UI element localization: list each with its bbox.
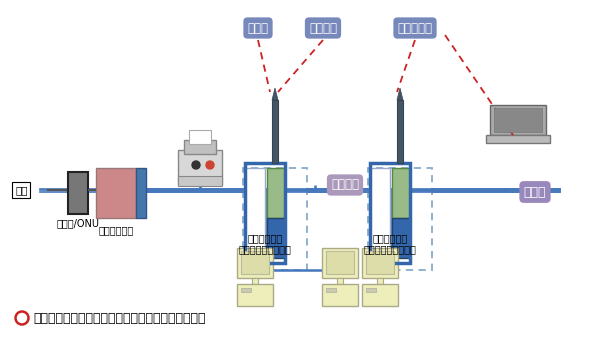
Bar — [178, 176, 222, 186]
Text: 有線ルーター: 有線ルーター — [98, 225, 134, 235]
Polygon shape — [272, 88, 278, 100]
Bar — [366, 288, 376, 292]
Bar — [326, 251, 354, 274]
Bar — [252, 278, 258, 284]
Text: 無線ルーター
（ブリッジモード）: 無線ルーター （ブリッジモード） — [239, 233, 291, 255]
Bar — [366, 251, 394, 274]
Bar — [96, 168, 136, 218]
Bar — [189, 130, 211, 144]
Text: モデム/ONU: モデム/ONU — [56, 218, 100, 228]
Bar — [267, 218, 285, 258]
Bar — [370, 163, 410, 263]
Text: 回線: 回線 — [15, 185, 27, 195]
Bar — [322, 284, 358, 306]
Bar — [486, 135, 550, 143]
Bar — [237, 284, 273, 306]
Bar — [362, 248, 398, 278]
Bar — [241, 251, 269, 274]
Bar — [267, 168, 285, 218]
Bar — [377, 278, 383, 284]
FancyBboxPatch shape — [243, 168, 307, 270]
Bar — [178, 150, 222, 185]
Text: タブレット: タブレット — [398, 22, 433, 35]
Circle shape — [206, 161, 214, 169]
Bar — [136, 168, 146, 218]
Text: テレビ: テレビ — [524, 186, 546, 199]
Circle shape — [192, 161, 200, 169]
Bar — [245, 168, 265, 258]
Bar — [322, 248, 358, 278]
Text: 無線ルーター
（ブリッジモード）: 無線ルーター （ブリッジモード） — [364, 233, 416, 255]
Bar — [392, 218, 410, 258]
Text: ゲーム機: ゲーム機 — [309, 22, 337, 35]
Bar — [362, 284, 398, 306]
Bar — [68, 172, 88, 214]
Bar — [494, 108, 542, 132]
Text: スマホ: スマホ — [248, 22, 268, 35]
Text: ゲーム機: ゲーム機 — [331, 178, 359, 191]
Bar — [241, 288, 251, 292]
Polygon shape — [397, 88, 403, 100]
Bar — [272, 100, 278, 163]
Bar — [184, 140, 216, 154]
FancyBboxPatch shape — [368, 168, 432, 270]
Bar — [237, 248, 273, 278]
Bar — [397, 100, 403, 163]
Bar — [326, 288, 336, 292]
Bar — [392, 168, 410, 218]
Bar — [337, 278, 343, 284]
Bar — [245, 163, 285, 263]
Text: 無線ルーター（ブリッジモード）にもうひとつ追加: 無線ルーター（ブリッジモード）にもうひとつ追加 — [33, 311, 206, 324]
Bar — [370, 168, 390, 258]
Bar — [490, 105, 546, 135]
